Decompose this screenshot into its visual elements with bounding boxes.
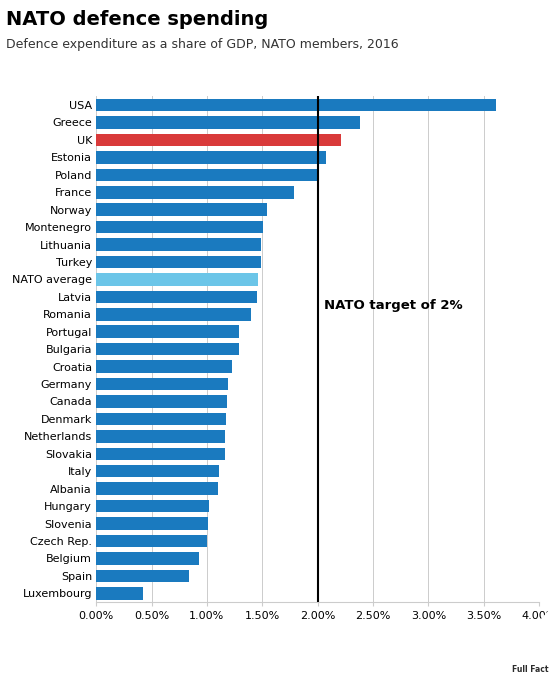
Text: Full Fact: Full Fact (513, 665, 549, 674)
Bar (96, 325, 239, 338)
Bar (96, 151, 327, 164)
Bar (96, 395, 227, 408)
Bar (96, 256, 261, 268)
Bar (96, 343, 239, 356)
Bar (96, 361, 233, 373)
Text: NATO defence spending: NATO defence spending (6, 10, 268, 30)
Bar (96, 413, 226, 425)
Bar (96, 465, 219, 477)
Bar (96, 499, 209, 513)
Bar (96, 186, 294, 199)
Bar (96, 169, 318, 181)
Bar (96, 482, 218, 495)
Bar (96, 273, 258, 286)
Bar (96, 221, 263, 233)
Text: NATO target of 2%: NATO target of 2% (324, 299, 463, 312)
Bar (96, 517, 208, 530)
Text: Defence expenditure as a share of GDP, NATO members, 2016: Defence expenditure as a share of GDP, N… (6, 38, 398, 51)
Bar (96, 99, 496, 111)
Bar (96, 587, 143, 599)
Text: NATO: Defence Expenditure of  NATO Countries (2010-2017), Table 3:
Defence expen: NATO: Defence Expenditure of NATO Countr… (63, 631, 459, 653)
Text: Source:: Source: (11, 631, 56, 641)
Bar (96, 290, 257, 303)
Bar (96, 430, 224, 442)
Polygon shape (478, 609, 550, 688)
Bar (96, 535, 207, 547)
Bar (96, 308, 251, 321)
Bar (96, 133, 341, 146)
Bar (96, 238, 261, 251)
Bar (96, 204, 267, 216)
Bar (96, 570, 189, 582)
Bar (96, 447, 224, 460)
Bar (96, 378, 228, 390)
Bar (96, 552, 199, 565)
Bar (96, 116, 360, 129)
